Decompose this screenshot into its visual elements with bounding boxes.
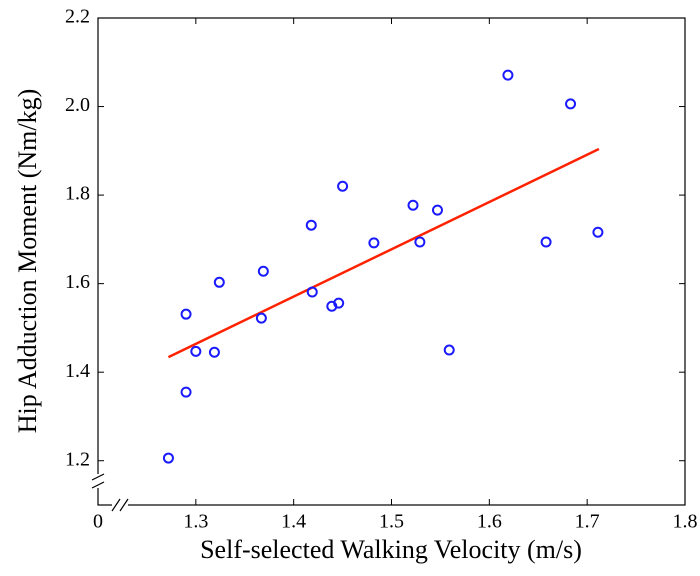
y-axis-label: Hip Adduction Moment (Nm/kg) (13, 89, 42, 433)
x-tick-label: 1.3 (183, 511, 208, 533)
data-point (190, 345, 202, 357)
y-tick-label: 2.2 (65, 6, 90, 28)
y-tick-label: 2.0 (65, 94, 90, 116)
data-point (592, 226, 604, 238)
data-point (502, 69, 514, 81)
data-point (213, 276, 225, 288)
data-point (540, 236, 552, 248)
data-point (407, 199, 419, 211)
data-point (208, 346, 220, 358)
data-point (565, 98, 577, 110)
data-point (180, 308, 192, 320)
y-tick-label: 1.6 (65, 271, 90, 293)
data-point (180, 386, 192, 398)
fit-line (167, 147, 600, 359)
data-point (255, 312, 267, 324)
data-point (257, 265, 269, 277)
data-point (162, 452, 174, 464)
data-point (414, 236, 426, 248)
data-point (333, 297, 345, 309)
plot-frame (97, 17, 686, 506)
y-tick-label: 1.2 (65, 448, 90, 470)
y-tick-label: 1.8 (65, 183, 90, 205)
data-point (431, 204, 443, 216)
data-point (443, 344, 455, 356)
x-tick-label: 0 (93, 511, 103, 533)
data-point (306, 286, 318, 298)
data-point (337, 180, 349, 192)
x-tick-label: 1.4 (281, 511, 306, 533)
data-point (368, 237, 380, 249)
x-tick-label: 1.7 (575, 511, 600, 533)
x-tick-label: 1.5 (379, 511, 404, 533)
data-point (305, 219, 317, 231)
y-tick-label: 1.4 (65, 360, 90, 382)
axis-break (91, 473, 129, 512)
x-axis-label: Self-selected Walking Velocity (m/s) (200, 535, 582, 564)
x-tick-label: 1.6 (477, 511, 502, 533)
x-tick-label: 1.8 (673, 511, 698, 533)
